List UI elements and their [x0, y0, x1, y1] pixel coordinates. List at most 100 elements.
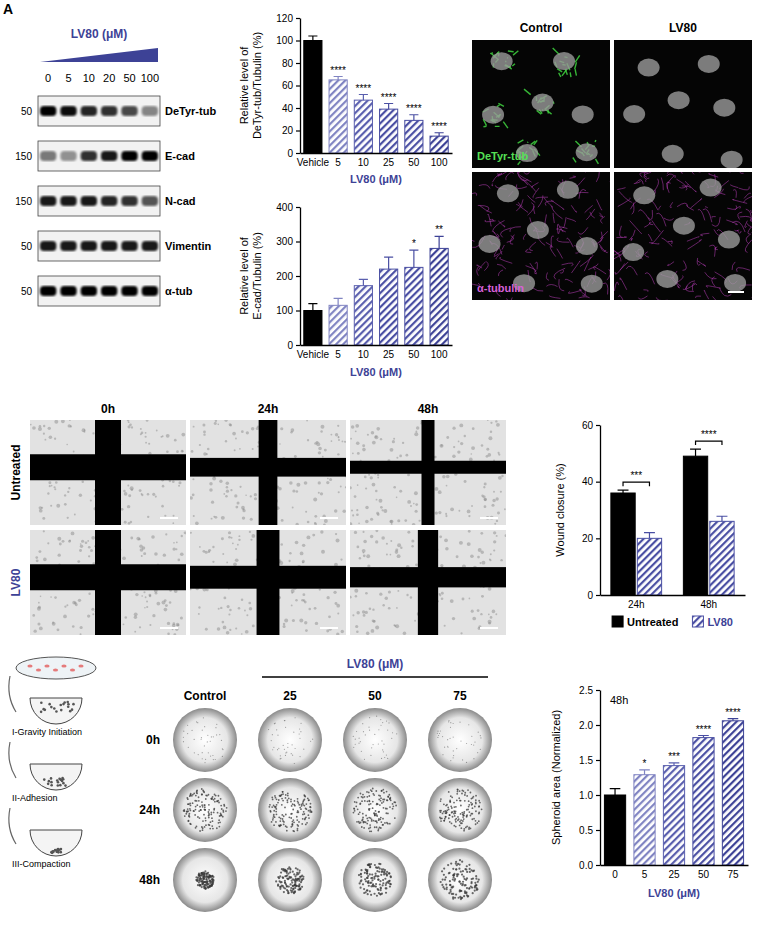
filament [690, 199, 701, 209]
cell-speckle [239, 486, 241, 488]
filament [614, 291, 615, 293]
cell-speckle [356, 513, 359, 516]
cell [304, 799, 306, 801]
cell [66, 701, 69, 704]
cell [198, 796, 200, 798]
cell-speckle [338, 436, 340, 438]
cell-speckle [146, 606, 148, 608]
cell [221, 808, 223, 810]
cell [276, 804, 278, 806]
cell-speckle [480, 532, 483, 535]
cell-speckle [67, 517, 69, 519]
cell [355, 739, 356, 740]
cell-speckle [390, 540, 392, 542]
cell [478, 732, 479, 733]
cell [305, 807, 307, 809]
cell [280, 755, 281, 756]
cell [196, 792, 198, 794]
cell-speckle [491, 504, 494, 507]
cell-speckle [226, 631, 230, 635]
cell [211, 817, 213, 819]
filament [518, 175, 528, 185]
cell-speckle [193, 515, 195, 517]
cell-speckle [127, 485, 129, 487]
filament [709, 174, 719, 177]
cell-speckle [414, 432, 418, 436]
cell [297, 801, 299, 803]
image-ground [190, 530, 346, 635]
cell [269, 810, 271, 812]
filament [709, 245, 715, 250]
band [81, 286, 97, 296]
cell-speckle [225, 440, 227, 442]
filament [620, 278, 627, 290]
nucleus [532, 94, 554, 112]
cell [287, 801, 289, 803]
cell [302, 814, 304, 816]
cell-speckle [352, 614, 354, 616]
cell-speckle [254, 497, 257, 500]
cell-speckle [441, 592, 444, 595]
cell-speckle [381, 509, 383, 511]
cell-speckle [410, 505, 412, 507]
cell [303, 749, 304, 750]
cell [213, 808, 215, 810]
cell [471, 744, 472, 745]
cell-speckle [214, 422, 217, 425]
filament [562, 263, 574, 266]
filament [529, 242, 536, 251]
cell-speckle [458, 441, 460, 443]
cell-speckle [363, 531, 365, 533]
cell-speckle [234, 449, 236, 451]
cell-speckle [336, 539, 340, 543]
cell-speckle [414, 620, 416, 622]
row-label: DeTyr-tub [165, 105, 216, 117]
cell [217, 812, 219, 814]
cell [291, 805, 293, 807]
band [142, 196, 158, 206]
cell [386, 754, 387, 755]
cell-speckle [500, 559, 502, 561]
filament [644, 172, 651, 179]
cell [205, 820, 207, 822]
cell-speckle [235, 627, 237, 629]
cell [195, 809, 197, 811]
cell-speckle [252, 625, 255, 628]
cell-speckle [162, 485, 165, 488]
filament [662, 238, 673, 246]
cell-speckle [136, 537, 140, 541]
cell [391, 738, 392, 739]
filament [477, 266, 479, 276]
cell [299, 738, 300, 739]
cell [203, 717, 204, 718]
cell [205, 794, 207, 796]
cell-speckle [154, 552, 158, 556]
step-arrow [9, 742, 16, 778]
cell-speckle [143, 591, 145, 593]
cell-speckle [440, 444, 444, 448]
panel-letter: A [3, 1, 13, 17]
cell [201, 737, 202, 738]
band [40, 196, 56, 206]
cell-speckle [80, 626, 83, 629]
micrograph [472, 172, 610, 300]
filament [656, 213, 666, 226]
cell [40, 701, 43, 704]
cell [305, 824, 307, 826]
filament [562, 217, 566, 228]
cell-speckle [149, 595, 151, 597]
cell [361, 826, 363, 828]
cell [291, 823, 293, 825]
cell-speckle [450, 599, 454, 603]
column-header: 50 [368, 689, 382, 703]
lane-label: 5 [65, 72, 71, 84]
cell [364, 796, 366, 798]
cell [210, 741, 211, 742]
cell [480, 749, 481, 750]
filament [648, 234, 652, 241]
cell [285, 752, 286, 753]
cell-speckle [182, 450, 184, 452]
scale-bar [320, 517, 338, 519]
cell-speckle [148, 594, 151, 597]
cell [308, 799, 310, 801]
